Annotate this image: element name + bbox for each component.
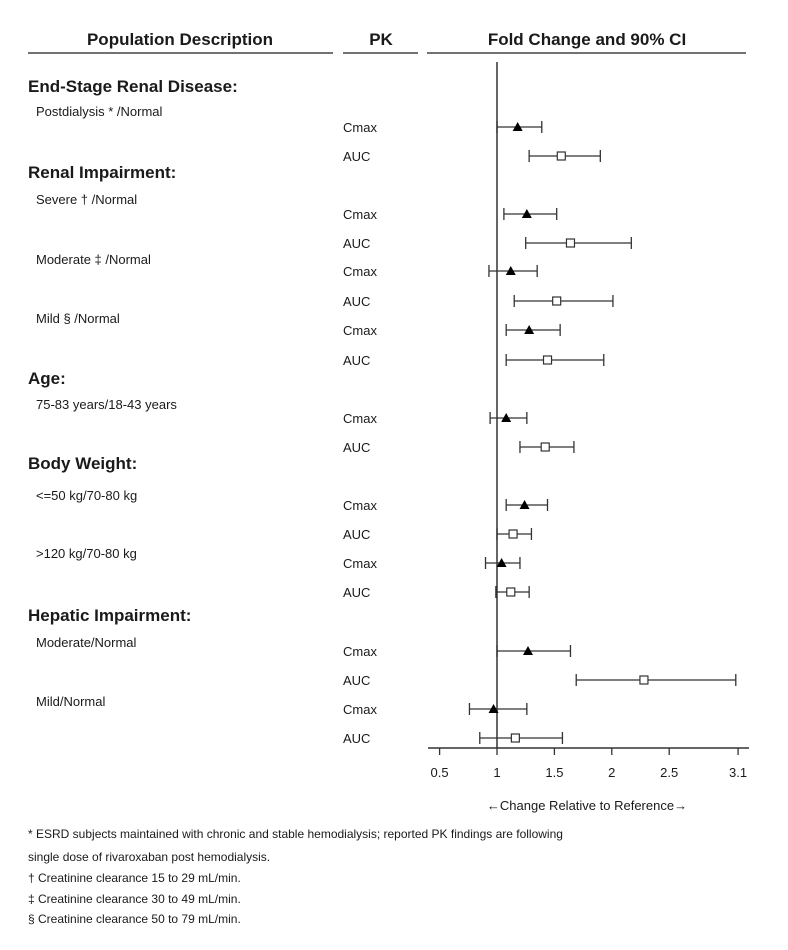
cmax-estimate-marker: [505, 266, 516, 275]
subgroup-label: Severe † /Normal: [36, 192, 137, 207]
pk-label: AUC: [343, 731, 370, 746]
subgroup-label: >120 kg/70-80 kg: [36, 546, 137, 561]
pk-label: Cmax: [343, 644, 377, 659]
subgroup-label: Postdialysis * /Normal: [36, 104, 163, 119]
cmax-estimate-marker: [496, 558, 507, 567]
cmax-estimate-marker: [524, 325, 535, 334]
pk-label: Cmax: [343, 120, 377, 135]
column-header-pk: PK: [369, 30, 393, 49]
group-heading: Age:: [28, 369, 66, 388]
footnote: ‡ Creatinine clearance 30 to 49 mL/min.: [28, 892, 241, 906]
group-heading: End-Stage Renal Disease:: [28, 77, 238, 96]
auc-estimate-marker: [510, 733, 520, 743]
subgroup-label: Mild § /Normal: [36, 311, 120, 326]
footnote: * ESRD subjects maintained with chronic …: [28, 827, 563, 841]
group-heading: Hepatic Impairment:: [28, 606, 191, 625]
pk-label: AUC: [343, 236, 370, 251]
pk-label: AUC: [343, 440, 370, 455]
pk-label: Cmax: [343, 411, 377, 426]
auc-estimate-marker: [556, 151, 566, 161]
pk-label: AUC: [343, 149, 370, 164]
subgroup-label: <=50 kg/70-80 kg: [36, 488, 137, 503]
column-header-population: Population Description: [87, 30, 273, 49]
cmax-estimate-marker: [501, 413, 512, 422]
x-axis-label: ←Change Relative to Reference→: [487, 798, 687, 813]
cmax-estimate-marker: [519, 500, 530, 509]
pk-label: AUC: [343, 673, 370, 688]
auc-estimate-marker: [506, 587, 516, 597]
x-tick-label: 0.5: [431, 765, 449, 780]
cmax-estimate-marker: [488, 704, 499, 713]
cmax-estimate-marker: [521, 209, 532, 218]
pk-label: Cmax: [343, 323, 377, 338]
x-tick-label: 1: [493, 765, 500, 780]
group-heading: Body Weight:: [28, 454, 137, 473]
footnote: single dose of rivaroxaban post hemodial…: [28, 850, 270, 864]
group-heading: Renal Impairment:: [28, 163, 176, 182]
column-header-fold-change: Fold Change and 90% CI: [488, 30, 686, 49]
auc-estimate-marker: [552, 296, 562, 306]
x-tick-label: 2.5: [660, 765, 678, 780]
x-tick-label: 3.1: [729, 765, 747, 780]
auc-estimate-marker: [540, 442, 550, 452]
auc-estimate-marker: [639, 675, 649, 685]
auc-estimate-marker: [565, 238, 576, 248]
pk-label: Cmax: [343, 207, 377, 222]
subgroup-label: 75-83 years/18-43 years: [36, 397, 177, 412]
footnote: § Creatinine clearance 50 to 79 mL/min.: [28, 912, 241, 926]
subgroup-label: Moderate ‡ /Normal: [36, 252, 151, 267]
cmax-estimate-marker: [512, 122, 523, 131]
pk-label: Cmax: [343, 556, 377, 571]
auc-estimate-marker: [508, 529, 518, 539]
subgroup-label: Mild/Normal: [36, 694, 105, 709]
pk-label: AUC: [343, 527, 370, 542]
subgroup-label: Moderate/Normal: [36, 635, 137, 650]
pk-label: AUC: [343, 353, 370, 368]
x-tick-label: 2: [608, 765, 615, 780]
footnote: † Creatinine clearance 15 to 29 mL/min.: [28, 871, 241, 885]
pk-label: AUC: [343, 585, 370, 600]
pk-label: Cmax: [343, 498, 377, 513]
cmax-estimate-marker: [522, 646, 533, 655]
pk-label: Cmax: [343, 702, 377, 717]
auc-estimate-marker: [542, 355, 553, 365]
pk-label: Cmax: [343, 264, 377, 279]
x-tick-label: 1.5: [545, 765, 563, 780]
pk-label: AUC: [343, 294, 370, 309]
